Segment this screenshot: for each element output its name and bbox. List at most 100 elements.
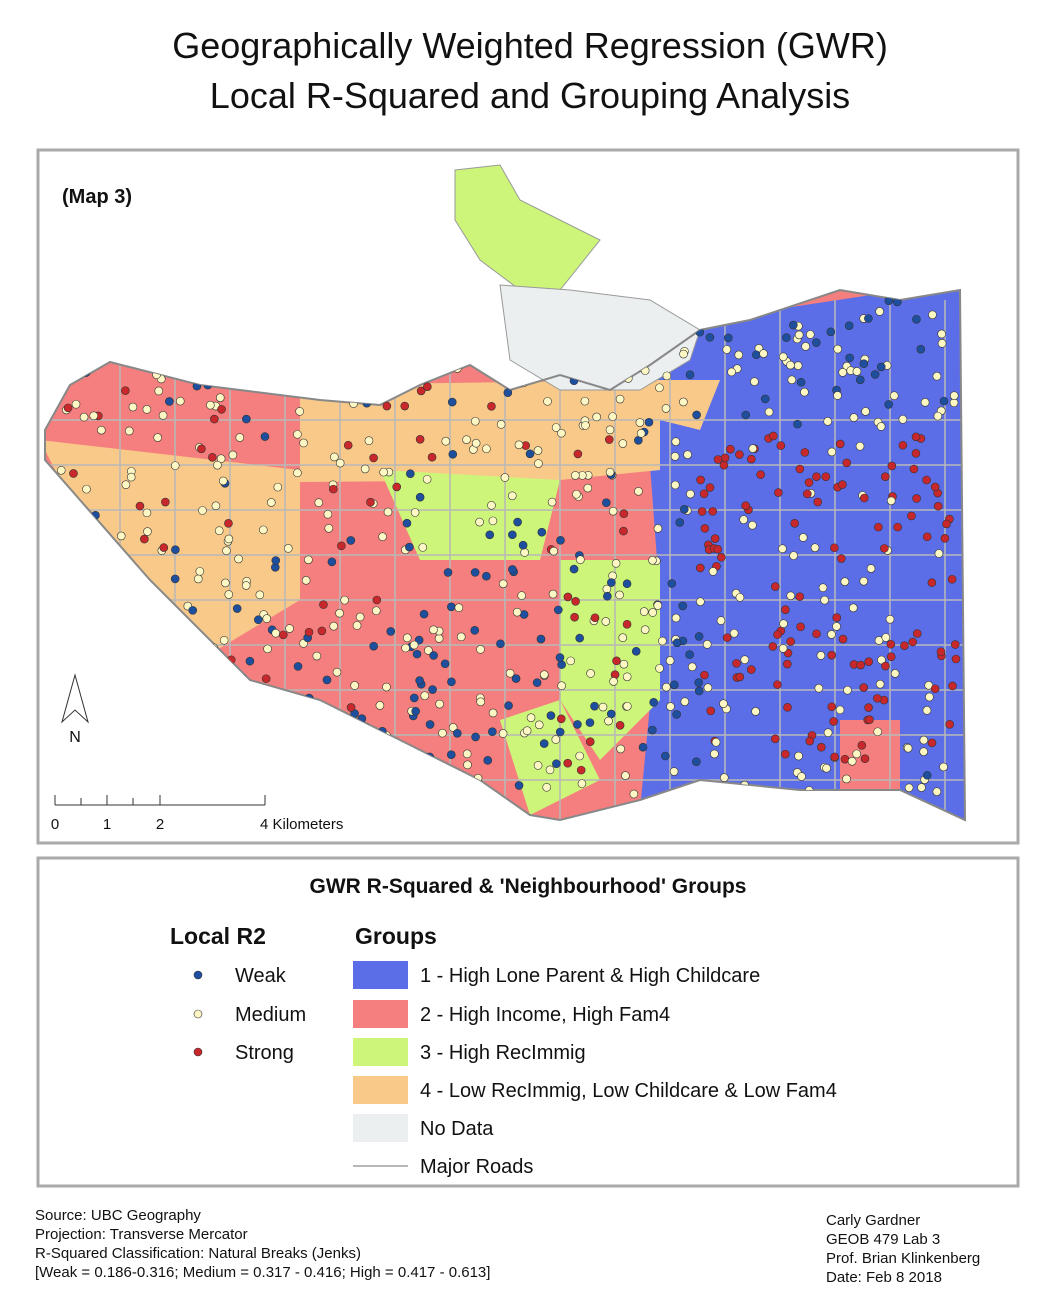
- point: [833, 344, 842, 354]
- point: [949, 391, 959, 400]
- point: [912, 629, 922, 638]
- point: [939, 762, 948, 772]
- point: [783, 703, 792, 712]
- point: [619, 509, 629, 518]
- point: [142, 405, 152, 414]
- point: [648, 725, 657, 735]
- point: [748, 520, 757, 530]
- point: [789, 551, 798, 560]
- point: [619, 659, 629, 669]
- point: [735, 672, 745, 682]
- point: [423, 382, 432, 391]
- legend-heading: Groups: [355, 923, 437, 949]
- point: [934, 549, 944, 558]
- point: [304, 555, 313, 565]
- point: [434, 634, 444, 643]
- point: [621, 771, 630, 780]
- point: [890, 669, 900, 678]
- point: [827, 447, 837, 457]
- point: [634, 487, 643, 496]
- point: [638, 742, 648, 752]
- point: [557, 660, 566, 669]
- point: [382, 682, 391, 692]
- point: [601, 617, 611, 626]
- point: [900, 641, 909, 650]
- point: [555, 653, 565, 662]
- point: [794, 751, 803, 761]
- point: [735, 450, 744, 459]
- point: [827, 702, 837, 712]
- point: [925, 692, 934, 702]
- point: [487, 501, 496, 510]
- point: [675, 518, 685, 527]
- point: [214, 526, 224, 536]
- point: [945, 720, 955, 729]
- point: [537, 527, 547, 537]
- point: [82, 484, 91, 494]
- map-label: (Map 3): [62, 186, 132, 208]
- point: [411, 706, 420, 716]
- point: [586, 669, 595, 678]
- point: [719, 699, 728, 708]
- point: [410, 508, 420, 517]
- point: [835, 705, 845, 715]
- point: [812, 338, 821, 347]
- point: [536, 634, 546, 644]
- point: [804, 478, 814, 487]
- point: [508, 530, 517, 540]
- point: [881, 472, 890, 481]
- point: [412, 649, 422, 659]
- point: [622, 619, 632, 629]
- point: [680, 697, 690, 706]
- point: [69, 469, 78, 478]
- point: [440, 659, 450, 669]
- point: [512, 607, 522, 617]
- point: [951, 654, 961, 664]
- point: [898, 415, 908, 424]
- point: [219, 635, 229, 645]
- point: [563, 758, 573, 768]
- point: [671, 437, 681, 446]
- point: [539, 739, 549, 748]
- point: [750, 377, 759, 386]
- point: [635, 418, 645, 427]
- point: [886, 639, 896, 649]
- point: [295, 407, 304, 416]
- point: [618, 633, 628, 642]
- point: [922, 532, 932, 542]
- point: [299, 438, 308, 448]
- legend-label: 3 - High RecImmig: [420, 1042, 586, 1064]
- point: [884, 400, 893, 409]
- point: [555, 727, 565, 737]
- point: [542, 782, 552, 792]
- point: [406, 469, 415, 478]
- source-line: Projection: Transverse Mercator: [35, 1226, 248, 1243]
- point: [346, 703, 356, 712]
- area: [840, 720, 900, 790]
- point: [640, 625, 650, 635]
- point: [241, 581, 251, 590]
- point: [932, 371, 942, 381]
- point: [741, 410, 751, 420]
- point: [609, 677, 618, 686]
- point: [827, 630, 836, 639]
- point: [476, 697, 485, 707]
- point: [375, 701, 385, 710]
- legend-label: 1 - High Lone Parent & High Childcare: [420, 965, 760, 987]
- point: [498, 729, 508, 738]
- point: [571, 471, 580, 480]
- point: [424, 646, 433, 655]
- point: [438, 728, 447, 738]
- point: [812, 472, 821, 481]
- author-line: Carly Gardner: [826, 1212, 920, 1229]
- point: [748, 444, 758, 453]
- title: Local R-Squared and Grouping Analysis: [210, 75, 850, 116]
- point: [844, 321, 854, 330]
- point: [796, 622, 805, 632]
- point: [533, 446, 543, 455]
- point: [922, 475, 931, 485]
- point: [852, 367, 862, 376]
- point: [418, 543, 428, 552]
- point: [830, 543, 839, 553]
